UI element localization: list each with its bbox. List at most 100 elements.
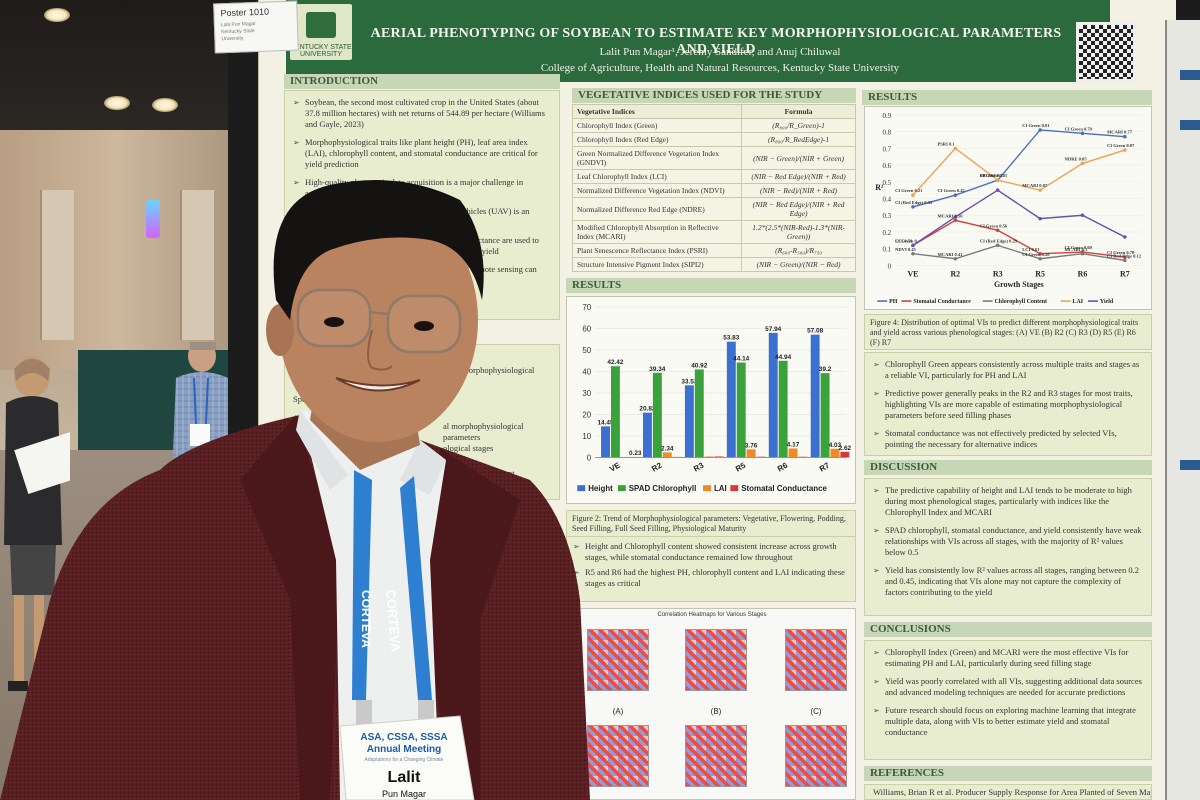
bar-y-tick: 10 (582, 432, 591, 441)
line-annotation: NDRE 0.05 (1065, 156, 1088, 161)
vi-heading: VEGETATIVE INDICES USED FOR THE STUDY (572, 88, 856, 103)
line-annotation: LCI 0.59 (895, 238, 913, 243)
results-notes-box: Height and Chlorophyll content showed co… (566, 536, 856, 602)
vi-name: Normalized Difference Vegetation Index (… (571, 183, 743, 198)
results-note: R5 and R6 had the highest PH, chlorophyl… (573, 567, 849, 589)
bar-data-label: 44.94 (775, 354, 791, 361)
bar-legend-swatch (577, 485, 586, 492)
bar-spad-chlorophyll (694, 369, 704, 458)
bar-y-tick: 70 (582, 303, 591, 312)
bar-data-label: 2.34 (661, 445, 674, 452)
line-series-ph (912, 129, 1125, 208)
vi-name: Chlorophyll Index (Green) (571, 118, 743, 133)
bar-legend-swatch (617, 485, 626, 492)
bar-data-label: 57.94 (765, 326, 781, 333)
heatmap-label: (C) (810, 707, 822, 716)
line-point (995, 243, 1000, 248)
line-point (1080, 251, 1085, 256)
poster-number-tag: Poster 1010 Lalit Pun Magar Kentucky Sta… (213, 0, 299, 54)
morphophysiological-bar-chart: 0 10 20 30 40 50 60 70 14.45 42.42 0.23 VE 20.82 39.3… (566, 296, 856, 504)
heatmap-c (785, 629, 847, 691)
vi-name: Leaf Chlorophyll Index (LCI) (571, 169, 743, 184)
bar-data-label: 4.03 (829, 442, 842, 449)
line-x-label: Growth Stages (994, 280, 1044, 289)
line-point (1038, 188, 1042, 192)
vi-name: Normalized Difference Red Edge (NDRE) (571, 197, 743, 221)
bar-y-tick: 0 (587, 453, 592, 462)
line-series-chlorophyll-content (912, 244, 1125, 262)
bar-spad-chlorophyll (778, 360, 788, 458)
vi-col-header: Formula (741, 104, 856, 119)
intro-box: Soybean, the second most cultivated crop… (284, 90, 560, 320)
discussion-bullet: Yield has consistently low R² values acr… (873, 565, 1143, 598)
discussion-bullet: SPAD chlorophyll, stomatal conductance, … (873, 525, 1143, 558)
bar-data-label: 53.83 (723, 335, 739, 342)
vi-col-header: Vegetative Indices (571, 104, 743, 119)
line-point (953, 218, 958, 223)
intro-bullet: Remote sensing (RS) using unmanned aeria… (293, 206, 551, 228)
vi-formula: (R₈₀₀/R_Green)-1 (741, 118, 856, 133)
bar-legend-label: LAI (714, 484, 727, 493)
line-annotation: MCARI 0.3 (1065, 247, 1088, 252)
bar-height (642, 412, 652, 458)
vi-formula: (R₈₀₀/R_RedEdge)-1 (741, 132, 856, 147)
heatmap-label: (A) (612, 707, 624, 716)
references-heading: REFERENCES (864, 766, 1152, 781)
conclusions-heading: CONCLUSIONS (864, 622, 1152, 637)
poster-authors: Lalit Pun Magar¹, Jeremy Sandifer, and A… (599, 46, 841, 58)
results-note: Height and Chlorophyll content showed co… (573, 541, 849, 563)
bar-height (601, 426, 610, 458)
bar-spad-chlorophyll (820, 373, 830, 458)
conclusions-box: Chlorophyll Index (Green) and MCARI were… (864, 640, 1152, 760)
bar-data-label: 3.76 (745, 442, 758, 449)
line-point (911, 193, 915, 197)
line-annotation: CI Green 0.21 (895, 188, 923, 193)
bar-data-label: 14.45 (597, 419, 613, 426)
results-heading-right: RESULTS (862, 90, 1152, 105)
line-point (1123, 148, 1127, 152)
heatmap-a (587, 629, 649, 691)
correlation-heatmaps: Correlation Heatmaps for Various Stages … (566, 608, 856, 800)
vi-formula: (NIR − Green)/(NIR + Green) (741, 146, 856, 170)
vi-formula: (NIR − Red)/(NIR + Red) (741, 183, 856, 198)
line-annotation: CI Green 0.28 (1022, 252, 1050, 257)
results-right-note: Predictive power generally peaks in the … (873, 388, 1143, 421)
line-series-stomatal-conductance (912, 219, 1125, 258)
bar-legend-swatch (730, 485, 739, 492)
objectives-box: ating morphophysiological Speci al morph… (284, 344, 560, 500)
line-legend-label: Yield (1100, 299, 1114, 305)
discussion-box: The predictive capability of height and … (864, 478, 1152, 616)
intro-bullet: High-quality phenotypic data acquisition… (293, 177, 551, 199)
qr-code-icon (1076, 22, 1136, 82)
line-annotation: CI Green 0.56 (980, 223, 1008, 228)
line-annotation: MCARI 0.56 (937, 213, 963, 218)
line-legend-label: LAI (1073, 299, 1084, 305)
discussion-heading: DISCUSSION (864, 460, 1152, 475)
line-point (995, 178, 1000, 182)
figure4-caption: Figure 4: Distribution of optimal VIs to… (864, 314, 1152, 350)
line-point (953, 256, 958, 261)
bar-data-label: 20.82 (639, 406, 655, 413)
line-point (995, 228, 1000, 233)
bar-data-label: 39.2 (819, 366, 832, 373)
line-point (953, 146, 958, 151)
bar-y-tick: 30 (582, 389, 591, 398)
line-point (1123, 258, 1127, 263)
logo-text: KENTUCKY STATE UNIVERSITY (290, 44, 352, 58)
bar-stomatal-conductance (714, 456, 724, 458)
line-point (1038, 128, 1042, 132)
bar-y-tick: 60 (582, 324, 591, 333)
adjacent-poster-tab (1180, 460, 1200, 470)
line-annotation: LCI 0.61 (1022, 247, 1040, 252)
neon-sign (146, 200, 160, 238)
line-annotation: MCARI 0.17 (980, 173, 1006, 178)
line-y-tick: 0.3 (883, 213, 892, 220)
ceiling-light (152, 98, 178, 112)
vi-formula: 1.2*(2.5*(NIR-Red)-1.3*(NIR-Green)) (741, 220, 856, 244)
vi-name: Plant Senescence Reflectance Index (PSRI… (571, 243, 743, 258)
vi-formula: (NIR − Red Edge)/(NIR + Red) (741, 169, 856, 184)
line-point (1080, 213, 1085, 218)
vi-table: Vegetative Indices Formula Chlorophyll I… (571, 104, 856, 272)
bar-legend-label: Height (588, 484, 613, 493)
bar-spad-chlorophyll (652, 372, 662, 458)
